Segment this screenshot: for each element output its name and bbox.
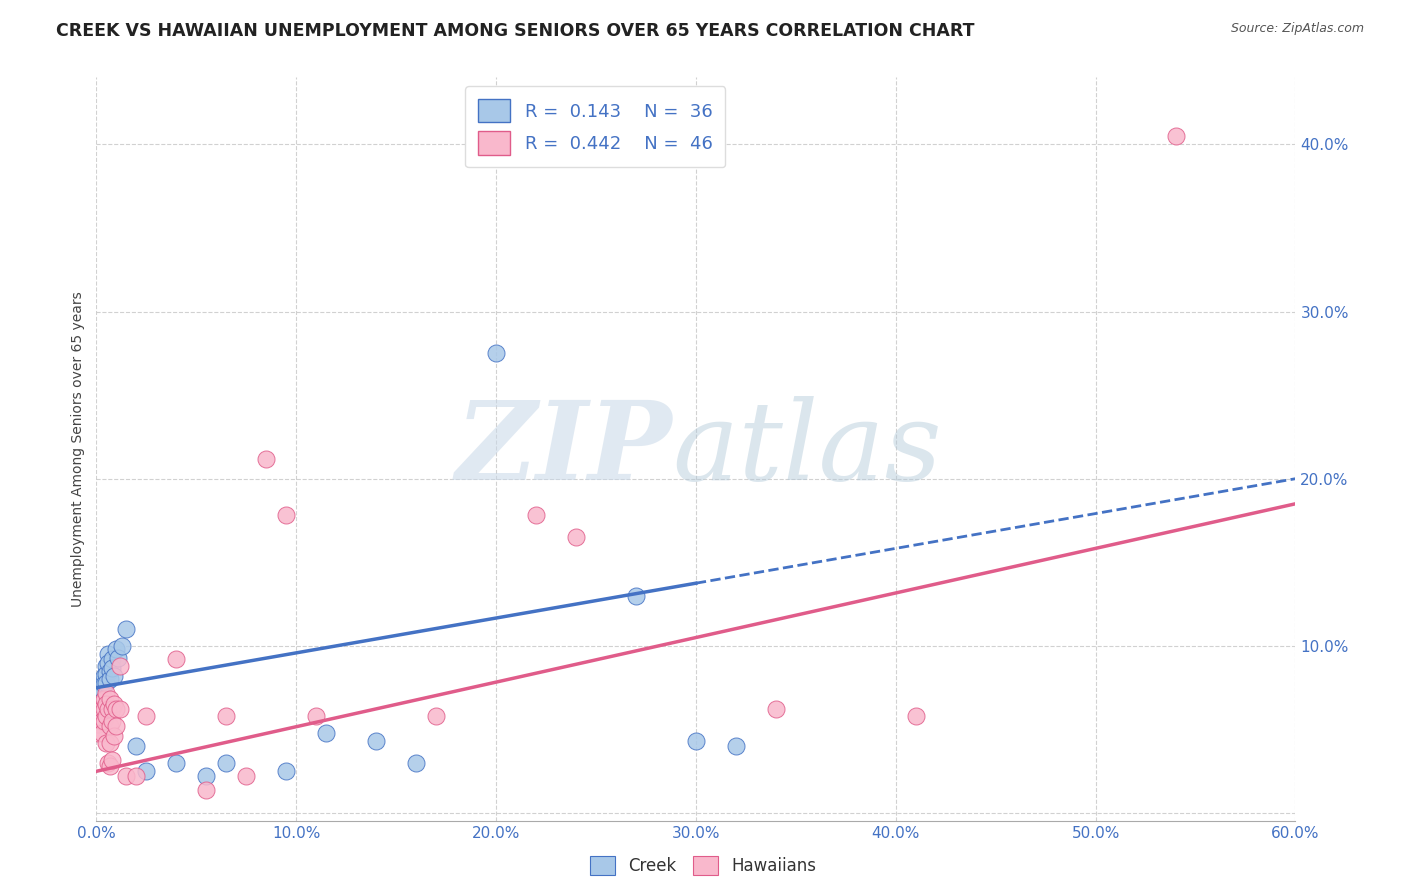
Point [103, 729, 125, 743]
Point [485, 346, 508, 360]
Point [96, 659, 118, 673]
Point [565, 530, 588, 544]
Point [98, 719, 121, 733]
Point [91, 714, 114, 728]
Point [96, 709, 118, 723]
Point [305, 709, 328, 723]
Point [195, 782, 218, 797]
Point [89, 709, 111, 723]
Point [276, 764, 298, 779]
Point [87, 700, 110, 714]
Point [91, 726, 114, 740]
Point [235, 769, 257, 783]
Point [904, 709, 927, 723]
Point [101, 714, 124, 728]
Point [105, 702, 128, 716]
Point [87, 709, 110, 723]
Point [276, 508, 298, 523]
Point [105, 719, 128, 733]
Point [685, 734, 707, 748]
Point [96, 667, 118, 681]
Point [98, 673, 121, 687]
Point [724, 739, 747, 754]
Point [87, 726, 110, 740]
Point [98, 664, 121, 678]
Point [425, 709, 447, 723]
Point [111, 639, 134, 653]
Point [125, 769, 148, 783]
Point [215, 709, 238, 723]
Point [96, 675, 118, 690]
Point [98, 736, 121, 750]
Point [96, 698, 118, 712]
Point [97, 656, 120, 670]
Point [110, 702, 132, 716]
Point [135, 709, 157, 723]
Point [101, 652, 124, 666]
Point [97, 647, 120, 661]
Point [89, 698, 111, 712]
Point [91, 675, 114, 690]
Point [91, 702, 114, 716]
Point [98, 759, 121, 773]
Point [87, 717, 110, 731]
Point [93, 702, 115, 716]
Point [624, 589, 647, 603]
Point [91, 686, 114, 700]
Point [107, 650, 129, 665]
Point [101, 702, 124, 716]
Point [165, 652, 187, 666]
Point [91, 694, 114, 708]
Point [165, 756, 187, 770]
Legend: R =  0.143    N =  36, R =  0.442    N =  46: R = 0.143 N = 36, R = 0.442 N = 46 [465, 87, 725, 167]
Point [215, 756, 238, 770]
Point [135, 764, 157, 779]
Point [93, 714, 115, 728]
Text: Source: ZipAtlas.com: Source: ZipAtlas.com [1230, 22, 1364, 36]
Point [103, 669, 125, 683]
Point [105, 642, 128, 657]
Point [98, 692, 121, 706]
Point [103, 698, 125, 712]
Point [765, 702, 787, 716]
Point [115, 622, 138, 636]
Point [87, 717, 110, 731]
Legend: Creek, Hawaiians: Creek, Hawaiians [581, 847, 825, 884]
Point [93, 669, 115, 683]
Point [405, 756, 427, 770]
Point [110, 659, 132, 673]
Point [97, 756, 120, 770]
Text: atlas: atlas [672, 396, 942, 503]
Point [101, 753, 124, 767]
Point [366, 734, 388, 748]
Text: ZIP: ZIP [456, 396, 672, 503]
Point [97, 702, 120, 716]
Point [254, 451, 277, 466]
Point [195, 769, 218, 783]
Point [1164, 128, 1187, 143]
Point [524, 508, 547, 523]
Text: CREEK VS HAWAIIAN UNEMPLOYMENT AMONG SENIORS OVER 65 YEARS CORRELATION CHART: CREEK VS HAWAIIAN UNEMPLOYMENT AMONG SEN… [56, 22, 974, 40]
Point [115, 769, 138, 783]
Y-axis label: Unemployment Among Seniors over 65 years: Unemployment Among Seniors over 65 years [72, 292, 86, 607]
Point [125, 739, 148, 754]
Point [93, 677, 115, 691]
Point [101, 660, 124, 674]
Point [96, 736, 118, 750]
Point [87, 709, 110, 723]
Point [93, 692, 115, 706]
Point [96, 686, 118, 700]
Point [87, 690, 110, 705]
Point [315, 726, 337, 740]
